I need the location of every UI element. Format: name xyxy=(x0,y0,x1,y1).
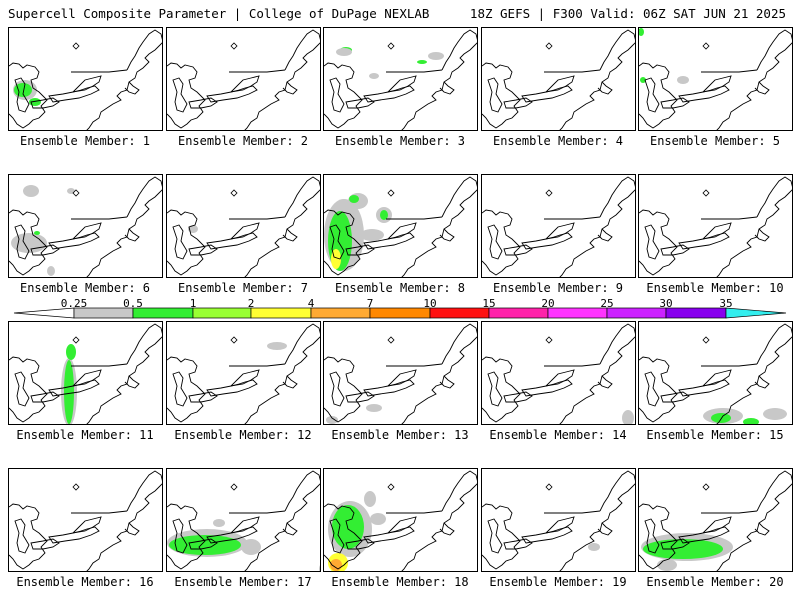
valid-time: 18Z GEFS | F300 Valid: 06Z SAT JUN 21 20… xyxy=(469,6,786,21)
ensemble-map-panel xyxy=(323,27,478,131)
panel-label: Ensemble Member: 16 xyxy=(16,575,154,589)
colorbar-tick-label: 25 xyxy=(600,297,614,310)
colorbar-segment xyxy=(310,307,371,319)
panel-label: Ensemble Member: 10 xyxy=(646,281,784,295)
map-canvas xyxy=(482,323,635,424)
map-canvas xyxy=(482,176,635,277)
colorbar-tick-label: 0.25 xyxy=(60,297,88,310)
colorbar-segment xyxy=(429,307,490,319)
map-canvas xyxy=(639,323,792,424)
ensemble-map-panel xyxy=(323,468,478,572)
map-title: Supercell Composite Parameter | College … xyxy=(8,6,430,21)
colorbar-segment xyxy=(547,307,608,319)
map-canvas xyxy=(324,176,477,277)
ensemble-map-panel xyxy=(481,321,636,425)
ensemble-map-panel xyxy=(166,174,321,278)
map-canvas xyxy=(167,323,320,424)
colorbar-tick-label: 4 xyxy=(307,297,315,310)
map-canvas xyxy=(167,176,320,277)
colorbar-segment xyxy=(192,307,252,319)
panel-label: Ensemble Member: 8 xyxy=(334,281,466,295)
panel-label: Ensemble Member: 2 xyxy=(177,134,309,148)
map-canvas xyxy=(9,176,162,277)
ensemble-map-panel xyxy=(166,27,321,131)
map-canvas xyxy=(9,470,162,571)
panel-label: Ensemble Member: 1 xyxy=(19,134,151,148)
colorbar xyxy=(13,307,787,319)
ensemble-map-panel xyxy=(638,321,793,425)
map-canvas xyxy=(167,29,320,130)
ensemble-map-panel xyxy=(638,468,793,572)
colorbar-tick-label: 35 xyxy=(719,297,733,310)
colorbar-tick-label: 0.5 xyxy=(123,297,143,310)
panel-label: Ensemble Member: 12 xyxy=(174,428,312,442)
panel-label: Ensemble Member: 14 xyxy=(489,428,627,442)
colorbar-segment xyxy=(606,307,667,319)
ensemble-map-panel xyxy=(481,174,636,278)
panel-label: Ensemble Member: 9 xyxy=(492,281,624,295)
panel-label: Ensemble Member: 4 xyxy=(492,134,624,148)
colorbar-tick-label: 7 xyxy=(366,297,374,310)
map-canvas xyxy=(324,323,477,424)
ensemble-map-panel xyxy=(8,27,163,131)
panel-label: Ensemble Member: 11 xyxy=(16,428,154,442)
map-canvas xyxy=(9,29,162,130)
colorbar-tick-label: 20 xyxy=(541,297,555,310)
ensemble-map-panel xyxy=(8,321,163,425)
ensemble-map-panel xyxy=(638,27,793,131)
map-canvas xyxy=(167,470,320,571)
ensemble-map-panel xyxy=(8,468,163,572)
panel-label: Ensemble Member: 3 xyxy=(334,134,466,148)
colorbar-tick-label: 15 xyxy=(482,297,496,310)
map-canvas xyxy=(639,28,792,130)
panel-label: Ensemble Member: 7 xyxy=(177,281,309,295)
panel-label: Ensemble Member: 19 xyxy=(489,575,627,589)
panel-label: Ensemble Member: 5 xyxy=(649,134,781,148)
map-canvas xyxy=(639,470,792,571)
panel-label: Ensemble Member: 13 xyxy=(331,428,469,442)
map-canvas xyxy=(324,29,477,130)
map-canvas xyxy=(324,470,477,571)
ensemble-map-panel xyxy=(323,174,478,278)
map-canvas xyxy=(482,470,635,571)
colorbar-tick-label: 1 xyxy=(189,297,197,310)
panel-label: Ensemble Member: 15 xyxy=(646,428,784,442)
panel-label: Ensemble Member: 18 xyxy=(331,575,469,589)
colorbar-tick-label: 30 xyxy=(659,297,673,310)
panel-label: Ensemble Member: 6 xyxy=(19,281,151,295)
colorbar-segment xyxy=(250,307,312,319)
colorbar-segment xyxy=(369,307,431,319)
ensemble-map-panel xyxy=(166,321,321,425)
colorbar-max-arrow xyxy=(725,307,787,319)
ensemble-map-panel xyxy=(638,174,793,278)
map-canvas xyxy=(639,176,792,277)
panel-label: Ensemble Member: 17 xyxy=(174,575,312,589)
ensemble-map-panel xyxy=(481,468,636,572)
ensemble-map-panel xyxy=(8,174,163,278)
colorbar-segment xyxy=(665,307,727,319)
colorbar-tick-label: 2 xyxy=(247,297,255,310)
ensemble-map-panel xyxy=(323,321,478,425)
colorbar-segment xyxy=(488,307,549,319)
colorbar-tick-label: 10 xyxy=(423,297,437,310)
ensemble-map-panel xyxy=(481,27,636,131)
map-canvas xyxy=(482,29,635,130)
panel-label: Ensemble Member: 20 xyxy=(646,575,784,589)
map-canvas xyxy=(9,323,162,424)
ensemble-map-panel xyxy=(166,468,321,572)
